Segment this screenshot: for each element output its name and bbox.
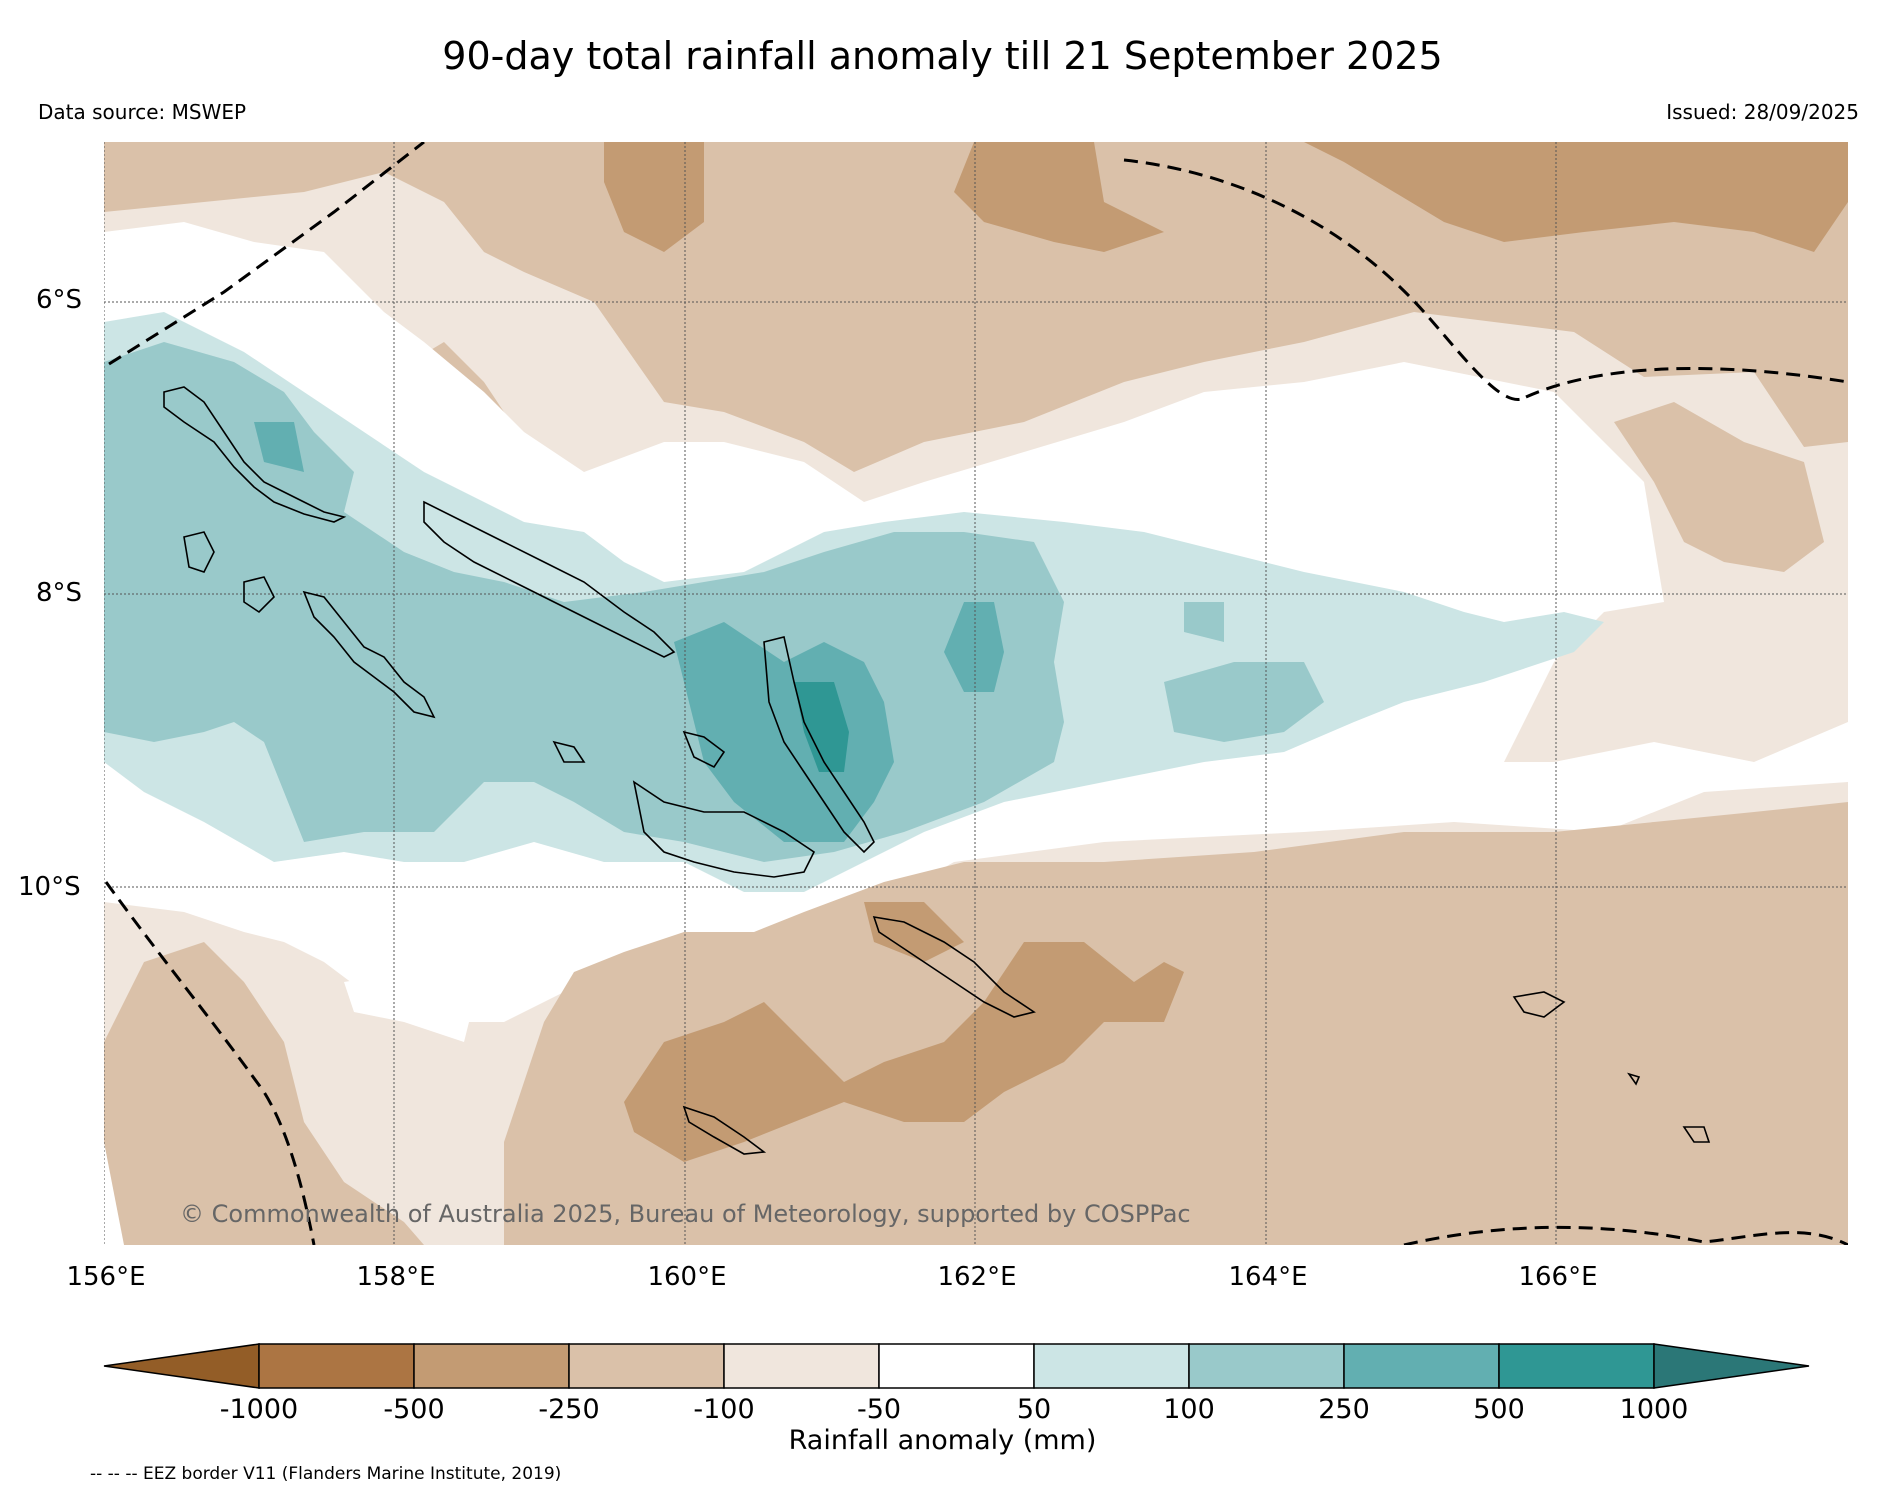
coastlines [163,386,1711,1155]
colorbar-label: Rainfall anomaly (mm) [788,1425,1097,1456]
kolombangara-coast [302,590,436,719]
north-dry-band [104,142,1848,472]
eez-nw [108,142,425,366]
colorbar-segment [1498,1343,1655,1389]
data-source: Data source: MSWEP [38,100,247,124]
colorbar-segment [1033,1343,1190,1389]
colorbar-segment [413,1343,570,1389]
lat-label-10s: 10°S [18,872,81,902]
cbar-tick: 50 [1016,1394,1052,1425]
florida-islands-coast [682,730,726,769]
cbar-tick: -500 [383,1394,445,1425]
south-drier-2 [864,902,964,962]
vella-lavella-coast [243,576,275,614]
tikopia-coast [1627,1072,1641,1086]
eez-ne [1123,158,1527,401]
copyright-notice: © Commonwealth of Australia 2025, Bureau… [180,1200,1191,1228]
wet-core [674,622,894,842]
eez-east [1525,366,1848,399]
santa-cruz-coast [1512,991,1566,1018]
vanikoro-coast [1682,1126,1711,1143]
colorbar-segment [1343,1343,1500,1389]
lon-label-160e: 160°E [647,1262,727,1292]
colorbar-extend-low [103,1343,260,1389]
makira-coast [872,915,1036,1018]
cbar-tick: 250 [1318,1394,1370,1425]
east-dry-patch [1614,402,1824,572]
rainfall-map: © Commonwealth of Australia 2025, Bureau… [104,142,1848,1245]
cbar-tick: -250 [538,1394,600,1425]
cbar-tick: -100 [693,1394,755,1425]
north-drier-1 [604,142,704,252]
colorbar [103,1343,1810,1389]
russell-islands-coast [552,740,586,763]
sw-neutral-corner [104,1142,124,1245]
colorbar-segment [258,1343,415,1389]
eez-footnote: -- -- -- EEZ border V11 (Flanders Marine… [90,1464,562,1484]
malaita-coast [763,636,875,854]
south-drier-1 [624,942,1184,1162]
colorbar-segment [568,1343,725,1389]
map-title: 90-day total rainfall anomaly till 21 Se… [442,34,1443,78]
santa-isabel-coast [423,500,676,658]
wet-core-west [254,422,304,472]
wet-band-medium-east2 [1184,602,1224,642]
issued-date: Issued: 28/09/2025 [1666,100,1859,124]
eez-sw [104,881,316,1245]
wet-peak [794,682,849,772]
lon-label-158e: 158°E [356,1262,436,1292]
lon-label-156e: 156°E [66,1262,146,1292]
new-georgia-coast [183,531,215,573]
north-drier-3 [1304,142,1848,252]
colorbar-segment [1188,1343,1345,1389]
lon-label-162e: 162°E [937,1262,1017,1292]
lon-label-166e: 166°E [1518,1262,1598,1292]
choiseul-coast [163,386,347,523]
cbar-tick: -1000 [219,1394,299,1425]
colorbar-extend-high [1653,1343,1810,1389]
rennell-coast [682,1105,767,1155]
lat-label-6s: 6°S [36,285,83,315]
graticule [104,142,1848,1245]
south-dry-band [504,802,1848,1245]
eez-borders [104,142,1848,1245]
lat-label-8s: 8°S [36,578,83,608]
north-drier-2 [954,142,1164,252]
cbar-tick: 1000 [1619,1394,1689,1425]
colorbar-segments [103,1343,1810,1389]
eez-se [1403,1225,1848,1245]
cbar-tick: 500 [1473,1394,1525,1425]
cbar-tick: -50 [856,1394,902,1425]
cbar-tick: 100 [1163,1394,1215,1425]
colorbar-segment [723,1343,880,1389]
map-canvas [104,142,1848,1245]
wet-core-2 [944,602,1004,692]
lon-label-164e: 164°E [1228,1262,1308,1292]
guadalcanal-coast [632,780,816,878]
colorbar-segment [878,1343,1035,1389]
south-neutral-gap [344,972,474,1042]
wet-band-medium-east [1164,662,1324,742]
